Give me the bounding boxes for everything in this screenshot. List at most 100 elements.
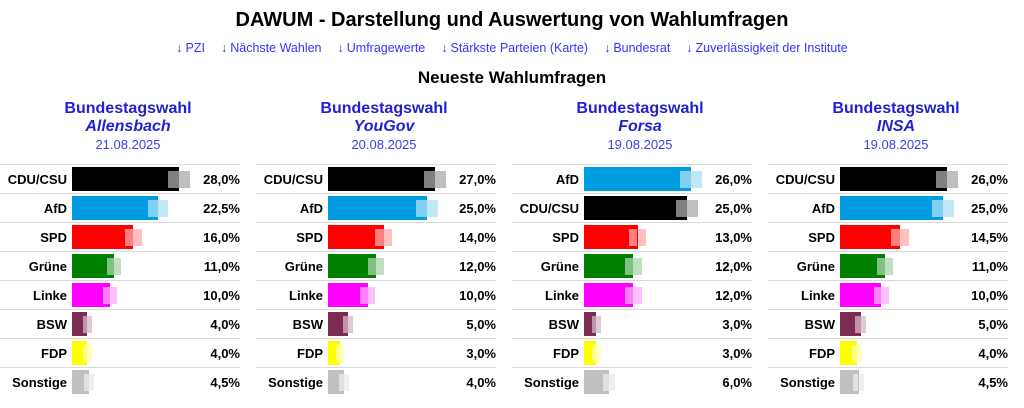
margin-of-error-outer bbox=[347, 316, 354, 333]
poll-row-fdp: FDP 4,0% bbox=[768, 338, 1008, 367]
margin-of-error-inner bbox=[424, 171, 435, 188]
bar-track bbox=[328, 310, 450, 338]
value-label: 27,0% bbox=[459, 171, 496, 187]
party-label: CDU/CSU bbox=[263, 171, 323, 187]
poll-column-allensbach: Bundestagswahl Allensbach 21.08.2025 CDU/CS… bbox=[0, 94, 256, 396]
party-label: Sonstige bbox=[780, 374, 835, 390]
party-label: Grüne bbox=[540, 258, 579, 274]
nav-link-zuverlaessigkeit-der-institute[interactable]: ↓ Zuverlässigkeit der Institute bbox=[686, 40, 847, 56]
party-label: BSW bbox=[36, 316, 67, 332]
party-bar bbox=[584, 196, 687, 220]
value-label: 16,0% bbox=[203, 229, 240, 245]
party-label: Grüne bbox=[284, 258, 323, 274]
margin-of-error-inner bbox=[124, 229, 134, 246]
party-label: FDP bbox=[809, 345, 835, 361]
poll-election-title[interactable]: Bundestagswahl bbox=[64, 100, 192, 117]
bar-track bbox=[584, 252, 706, 280]
poll-row-linke: Linke 10,0% bbox=[256, 280, 496, 309]
value-label: 4,0% bbox=[978, 345, 1008, 361]
value-label: 12,0% bbox=[715, 258, 752, 274]
poll-row-fdp: FDP 4,0% bbox=[0, 338, 240, 367]
margin-of-error-outer bbox=[87, 316, 92, 333]
margin-of-error-outer bbox=[633, 258, 642, 275]
bar-track bbox=[72, 339, 194, 367]
value-label: 4,0% bbox=[466, 374, 496, 390]
poll-date: 20.08.2025 bbox=[351, 137, 417, 152]
poll-row-fdp: FDP 3,0% bbox=[512, 338, 752, 367]
poll-row-cducsu: CDU/CSU 25,0% bbox=[512, 193, 752, 222]
poll-institute-link[interactable]: Forsa bbox=[618, 118, 662, 135]
bar-track bbox=[328, 339, 450, 367]
poll-row-spd: SPD 14,0% bbox=[256, 222, 496, 251]
nav-link-staerkste-parteien-karte[interactable]: ↓ Stärkste Parteien (Karte) bbox=[441, 40, 588, 56]
poll-column-forsa: Bundestagswahl Forsa 19.08.2025 AfD 26,0% CDU… bbox=[512, 94, 768, 396]
value-label: 12,0% bbox=[715, 287, 752, 303]
bar-track bbox=[584, 281, 706, 309]
margin-of-error-outer bbox=[942, 200, 954, 217]
nav-link-pzi[interactable]: ↓ PZI bbox=[176, 40, 205, 56]
poll-row-afd: AfD 25,0% bbox=[768, 193, 1008, 222]
poll-election-title[interactable]: Bundestagswahl bbox=[576, 100, 704, 117]
nav-link-naechste-wahlen[interactable]: ↓ Nächste Wahlen bbox=[221, 40, 322, 56]
poll-row-afd: AfD 25,0% bbox=[256, 193, 496, 222]
nav-link-umfragewerte[interactable]: ↓ Umfragewerte bbox=[338, 40, 426, 56]
margin-of-error-inner bbox=[342, 316, 348, 333]
party-label: Linke bbox=[289, 287, 323, 303]
value-label: 3,0% bbox=[722, 345, 752, 361]
nav-link-label: Nächste Wahlen bbox=[230, 41, 322, 55]
party-label: Sonstige bbox=[268, 374, 323, 390]
section-title: Neueste Wahlumfragen bbox=[417, 68, 607, 87]
poll-row-cducsu: CDU/CSU 27,0% bbox=[256, 164, 496, 193]
margin-of-error-inner bbox=[592, 316, 597, 333]
poll-row-sonstige: Sonstige 4,0% bbox=[256, 367, 496, 396]
poll-row-afd: AfD 26,0% bbox=[512, 164, 752, 193]
poll-election-title[interactable]: Bundestagswahl bbox=[832, 100, 960, 117]
nav-link-bundesrat[interactable]: ↓ Bundesrat bbox=[604, 40, 670, 56]
margin-of-error-inner bbox=[82, 345, 88, 362]
margin-of-error-outer bbox=[691, 171, 703, 188]
poll-date: 19.08.2025 bbox=[607, 137, 673, 152]
margin-of-error-inner bbox=[416, 200, 427, 217]
poll-column-insa: Bundestagswahl INSA 19.08.2025 CDU/CSU 26,0%… bbox=[768, 94, 1024, 396]
party-label: SPD bbox=[40, 229, 67, 245]
margin-of-error-inner bbox=[890, 229, 900, 246]
poll-row-bsw: BSW 3,0% bbox=[512, 309, 752, 338]
value-label: 28,0% bbox=[203, 171, 240, 187]
poll-row-spd: SPD 14,5% bbox=[768, 222, 1008, 251]
margin-of-error-inner bbox=[168, 171, 179, 188]
party-bar bbox=[584, 225, 638, 249]
polls-container: Bundestagswahl Allensbach 21.08.2025 CDU/CS… bbox=[0, 94, 1024, 396]
bar-track bbox=[584, 368, 706, 396]
poll-institute-link[interactable]: YouGov bbox=[353, 118, 415, 135]
party-label: Grüne bbox=[796, 258, 835, 274]
poll-institute-link[interactable]: Allensbach bbox=[85, 118, 171, 135]
value-label: 10,0% bbox=[203, 287, 240, 303]
down-arrow-icon: ↓ bbox=[176, 41, 183, 55]
party-label: AfD bbox=[43, 200, 67, 216]
dawum-page: DAWUM - Darstellung und Auswertung von W… bbox=[0, 8, 1024, 396]
party-label: CDU/CSU bbox=[519, 200, 579, 216]
bar-track bbox=[328, 281, 450, 309]
party-label: SPD bbox=[552, 229, 579, 245]
main-nav: ↓ PZI ↓ Nächste Wahlen ↓ Umfragewerte ↓ Stärkst… bbox=[0, 40, 1024, 56]
poll-election-title[interactable]: Bundestagswahl bbox=[320, 100, 448, 117]
down-arrow-icon: ↓ bbox=[686, 41, 693, 55]
margin-of-error-inner bbox=[339, 374, 344, 391]
nav-link-label: Bundesrat bbox=[613, 41, 671, 55]
nav-link-label: PZI bbox=[185, 41, 205, 55]
party-label: CDU/CSU bbox=[7, 171, 67, 187]
poll-institute-link[interactable]: INSA bbox=[876, 118, 916, 135]
poll-rows: AfD 26,0% CDU/CSU 25,0% SPD 13,0% Grüne 12,0% Li… bbox=[512, 164, 752, 396]
margin-of-error-inner bbox=[625, 258, 634, 275]
margin-of-error-outer bbox=[860, 316, 867, 333]
poll-row-bsw: BSW 5,0% bbox=[768, 309, 1008, 338]
party-label: SPD bbox=[808, 229, 835, 245]
margin-of-error-outer bbox=[87, 345, 92, 362]
margin-of-error-inner bbox=[592, 345, 597, 362]
margin-of-error-inner bbox=[84, 374, 90, 391]
value-label: 26,0% bbox=[971, 171, 1008, 187]
poll-row-bsw: BSW 5,0% bbox=[256, 309, 496, 338]
bar-track bbox=[328, 194, 450, 222]
bar-track bbox=[840, 252, 962, 280]
margin-of-error-inner bbox=[335, 345, 340, 362]
